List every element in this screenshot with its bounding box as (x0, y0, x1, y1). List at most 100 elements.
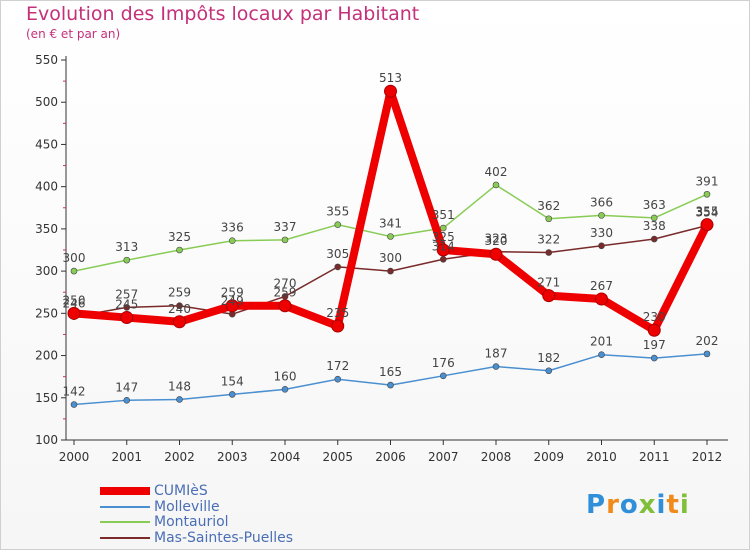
data-label: 300 (379, 251, 402, 265)
data-point (542, 289, 556, 303)
data-label: 314 (432, 239, 455, 253)
data-point (598, 212, 605, 219)
data-point (387, 233, 394, 240)
x-tick-label: 2011 (639, 450, 670, 464)
data-label: 325 (168, 230, 191, 244)
data-label: 165 (379, 365, 402, 379)
data-label: 351 (432, 208, 455, 222)
x-tick-label: 2000 (59, 450, 90, 464)
legend-swatch (100, 537, 150, 539)
data-point (176, 302, 183, 310)
data-label: 270 (274, 276, 297, 290)
data-label: 366 (590, 195, 613, 209)
data-label: 249 (221, 294, 244, 308)
data-label: 305 (326, 247, 349, 261)
data-label: 354 (696, 206, 719, 220)
proxiti-logo: Proxiti (586, 490, 690, 520)
data-point (123, 256, 131, 264)
data-point (700, 218, 714, 232)
data-point (492, 181, 500, 189)
data-point (489, 247, 503, 261)
data-label: 202 (696, 334, 719, 348)
x-tick-label: 2003 (217, 450, 248, 464)
data-label: 245 (115, 298, 138, 312)
data-point (650, 235, 658, 243)
legend-label: Molleville (154, 499, 220, 515)
data-label: 259 (274, 286, 297, 300)
data-point (703, 190, 711, 198)
data-label: 147 (115, 380, 138, 394)
data-label: 259 (221, 286, 244, 300)
data-point (70, 401, 78, 408)
data-point (598, 242, 605, 250)
data-label: 336 (221, 221, 244, 235)
data-point (387, 267, 394, 275)
x-tick-label: 2012 (692, 450, 723, 464)
legend-label: Mas-Saintes-Puelles (154, 530, 294, 546)
data-label: 240 (168, 302, 191, 316)
data-point (387, 381, 394, 389)
x-tick-label: 2004 (270, 450, 301, 464)
legend-swatch (100, 487, 150, 495)
data-label: 246 (63, 297, 86, 311)
data-point (439, 224, 447, 232)
data-point (439, 372, 447, 380)
data-label: 201 (590, 335, 613, 349)
data-point (281, 386, 289, 393)
data-point (281, 236, 289, 244)
data-label: 513 (379, 71, 402, 85)
data-label: 259 (168, 286, 191, 300)
y-tick-label: 450 (35, 137, 58, 151)
legend-swatch (100, 506, 150, 508)
data-point (545, 367, 553, 375)
data-label: 267 (590, 279, 613, 293)
y-tick-label: 250 (35, 306, 58, 320)
data-label: 362 (537, 199, 560, 213)
data-point (123, 304, 131, 311)
y-tick-label: 300 (35, 264, 58, 278)
data-point (228, 391, 236, 398)
x-tick-label: 2009 (533, 450, 564, 464)
data-label: 257 (115, 287, 138, 301)
data-point (70, 267, 78, 275)
data-point (334, 221, 342, 228)
chart-subtitle: (en € et par an) (26, 27, 121, 41)
data-point (228, 237, 236, 245)
legend-item: Molleville (100, 500, 220, 514)
data-label: 176 (432, 356, 455, 370)
data-label: 235 (326, 306, 349, 320)
data-label: 323 (485, 232, 508, 246)
data-label: 338 (643, 219, 666, 233)
data-label: 142 (63, 385, 86, 399)
y-tick-label: 400 (35, 180, 58, 194)
data-point (384, 84, 397, 98)
x-tick-label: 2010 (586, 450, 617, 464)
data-label: 271 (537, 276, 560, 290)
data-label: 154 (221, 374, 244, 388)
chart-title: Evolution des Impôts locaux par Habitant (26, 3, 420, 25)
data-label: 363 (643, 198, 666, 212)
data-label: 325 (432, 230, 455, 244)
x-tick-label: 2007 (428, 450, 459, 464)
data-label: 160 (274, 369, 297, 383)
x-tick-label: 2006 (375, 450, 406, 464)
legend-swatch (100, 521, 150, 523)
data-label: 250 (63, 293, 86, 307)
data-point (545, 249, 553, 256)
x-tick-label: 2002 (164, 450, 195, 464)
data-point (492, 363, 500, 370)
data-label: 355 (326, 205, 349, 219)
data-label: 337 (274, 220, 297, 234)
x-tick-label: 2001 (111, 450, 142, 464)
data-point (278, 299, 292, 313)
data-label: 187 (485, 347, 508, 361)
data-label: 330 (590, 226, 613, 240)
legend-item: Mas-Saintes-Puelles (100, 531, 293, 545)
y-tick-label: 350 (35, 222, 58, 236)
data-point (67, 306, 81, 320)
data-label: 355 (696, 205, 719, 219)
y-tick-label: 500 (35, 95, 58, 109)
legend-label: Montauriol (154, 514, 229, 530)
